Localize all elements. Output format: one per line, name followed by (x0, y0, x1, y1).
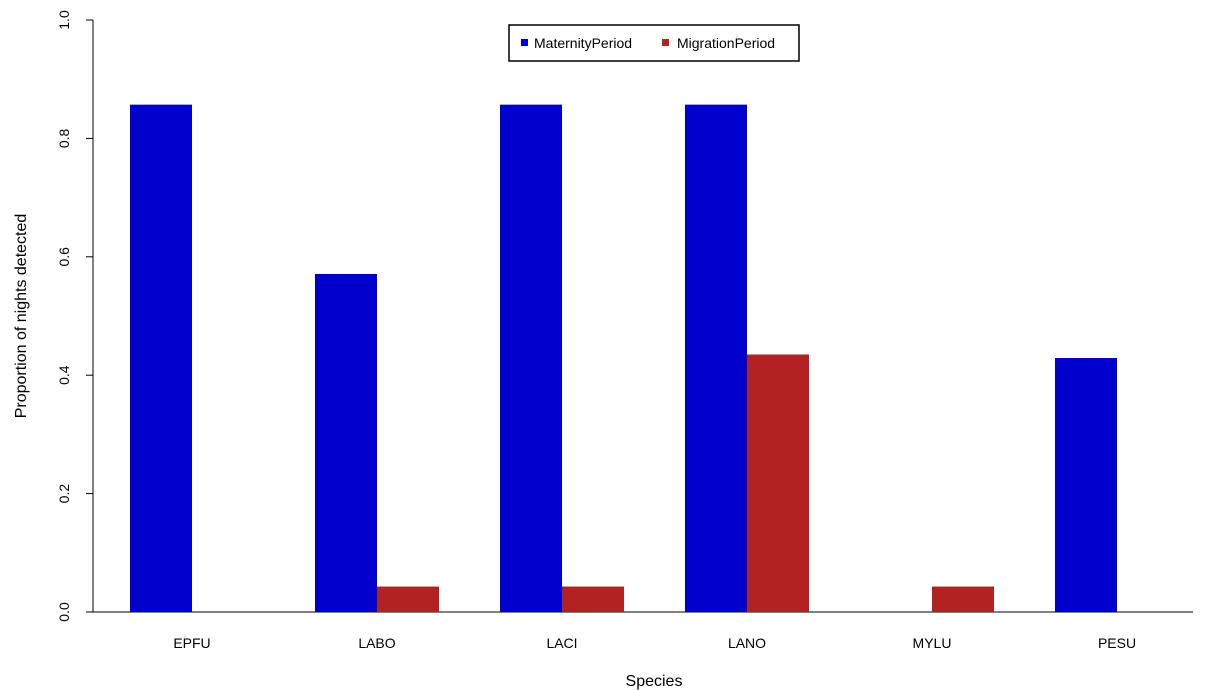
y-tick-label: 1.0 (56, 10, 72, 30)
legend-label-migrationperiod: MigrationPeriod (677, 35, 775, 51)
bar-lano-maternityperiod (685, 104, 747, 612)
legend: MaternityPeriod MigrationPeriod (508, 24, 800, 62)
x-axis-title: Species (626, 673, 683, 690)
legend-swatch-migrationperiod (662, 39, 669, 46)
x-tick-label: PESU (1098, 635, 1136, 651)
x-tick-label: LACI (546, 635, 577, 651)
y-tick-label: 0.6 (56, 247, 72, 267)
bar-lano-migrationperiod (747, 354, 809, 612)
bar-laci-maternityperiod (500, 104, 562, 612)
bar-laci-migrationperiod (562, 586, 624, 612)
x-tick-label: LABO (358, 635, 395, 651)
x-tick-label: EPFU (173, 635, 210, 651)
bar-epfu-maternityperiod (130, 104, 192, 612)
bars (130, 104, 1117, 612)
y-tick-label: 0.2 (56, 484, 72, 504)
y-tick-label: 0.4 (56, 365, 72, 385)
legend-swatch-maternityperiod (521, 39, 528, 46)
x-axis: EPFU LABO LACI LANO MYLU PESU (93, 611, 1193, 651)
y-axis-title: Proportion of nights detected (13, 214, 30, 419)
bar-labo-maternityperiod (315, 273, 377, 612)
bar-mylu-migrationperiod (932, 586, 994, 612)
y-axis: 0.0 0.2 0.4 0.6 0.8 1.0 (56, 10, 94, 622)
bar-labo-migrationperiod (377, 586, 439, 612)
y-tick-label: 0.8 (56, 128, 72, 148)
x-tick-label: LANO (728, 635, 766, 651)
bar-pesu-maternityperiod (1055, 358, 1117, 612)
x-tick-label: MYLU (913, 635, 952, 651)
legend-box (508, 24, 800, 62)
legend-label-maternityperiod: MaternityPeriod (534, 35, 632, 51)
y-tick-label: 0.0 (56, 602, 72, 622)
